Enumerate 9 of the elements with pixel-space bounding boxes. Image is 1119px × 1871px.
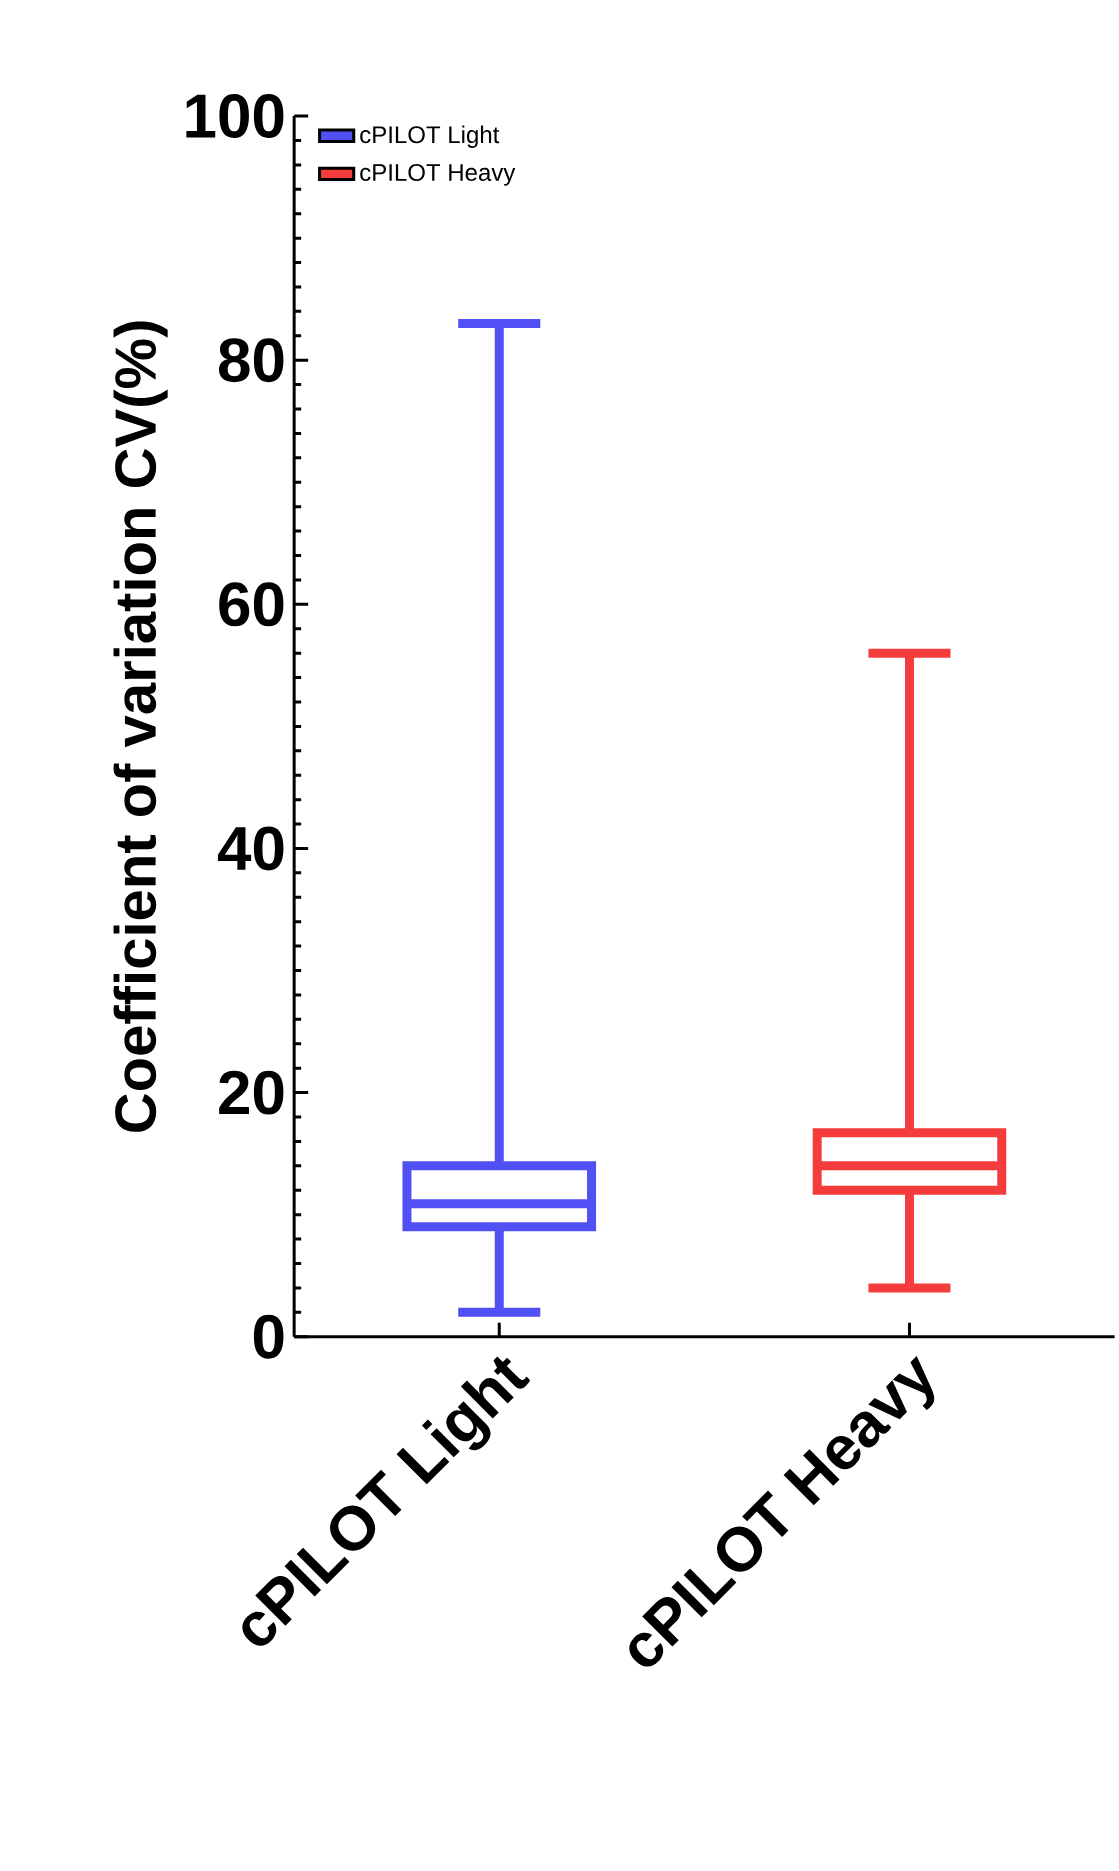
legend-label: cPILOT Light — [360, 125, 500, 148]
y-tick-label: 20 — [219, 1070, 284, 1115]
y-tick-label: 80 — [219, 338, 284, 383]
y-tick-label: 100 — [186, 94, 284, 139]
y-tick-label: 0 — [254, 1314, 284, 1359]
y-tick-label: 60 — [219, 582, 284, 627]
legend-label: cPILOT Heavy — [360, 163, 516, 186]
y-tick-label: 40 — [218, 826, 284, 871]
y-axis-title: Coefficient of variation CV(%) — [113, 321, 168, 1132]
